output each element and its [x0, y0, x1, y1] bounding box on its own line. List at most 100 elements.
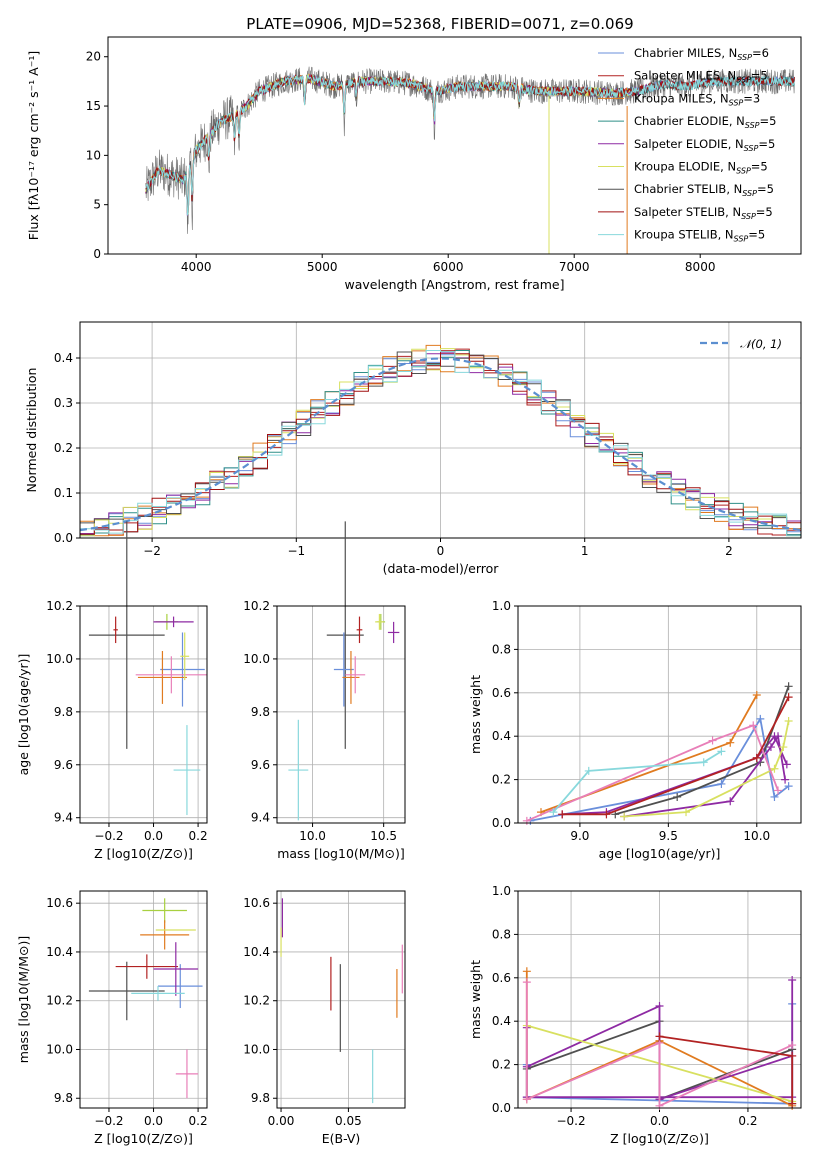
weight-marker — [770, 792, 779, 801]
y-tick-label: 10.2 — [46, 599, 73, 613]
weight-marker — [781, 775, 790, 784]
y-tick-label: 0.4 — [492, 729, 511, 743]
x-axis-label: Z [log10(Z/Z⊙)] — [94, 1131, 193, 1146]
x-tick-label: 2 — [725, 544, 733, 558]
axes-frame — [517, 605, 802, 824]
weight-line-9 — [552, 750, 722, 813]
y-tick-label: 0.4 — [54, 351, 73, 365]
mass-vs-ebv-panel: 0.00 0.05 9.8 10.0 10.2 10.4 10.6 E(B-V) — [243, 890, 406, 1146]
x-tick-label: 10.0 — [743, 829, 770, 843]
x-tick-label: 10.0 — [299, 829, 326, 843]
x-axis-label: Z [log10(Z/Z⊙)] — [610, 1131, 709, 1146]
legend-entry: Chabrier MILES, NSSP=6 — [634, 46, 769, 62]
y-tick-label: 10.0 — [243, 652, 270, 666]
y-tick-label: 0.2 — [492, 1058, 511, 1072]
y-tick-label: 1.0 — [492, 884, 511, 898]
y-tick-label: 9.8 — [54, 1091, 73, 1105]
x-tick-label: 0.0 — [144, 1114, 163, 1128]
axes-frame — [79, 321, 802, 539]
y-tick-label: 9.8 — [251, 1091, 270, 1105]
x-tick-label: 0.2 — [189, 1114, 208, 1128]
plot-area — [80, 891, 207, 1108]
x-tick-label: −0.2 — [556, 1114, 585, 1128]
plot-area — [108, 37, 801, 254]
weight-marker — [774, 786, 783, 795]
x-tick-label: 5000 — [307, 260, 338, 274]
plot-area — [277, 891, 405, 1108]
plot-area — [518, 606, 801, 823]
axes-frame — [276, 605, 406, 824]
model-spectrum-1 — [145, 74, 795, 216]
y-tick-label: 0.0 — [492, 1101, 511, 1115]
legend-entry: Kroupa MILES, NSSP=3 — [634, 91, 760, 107]
weight-marker — [673, 792, 682, 801]
y-axis-label: Flux [fλ10⁻¹⁷ erg cm⁻² s⁻¹ A⁻¹] — [26, 51, 41, 240]
weight-marker — [708, 736, 717, 745]
weight-marker — [655, 1032, 664, 1041]
weight-marker — [717, 747, 726, 756]
legend-entry: Salpeter STELIB, NSSP=5 — [634, 205, 773, 221]
weight-marker — [770, 764, 779, 773]
age-vs-mass-panel: 10.0 10.5 9.4 9.6 9.8 10.0 10.2 mass [log10(M/M… — [243, 521, 406, 861]
x-axis-label: age [log10(age/yr)] — [599, 846, 721, 861]
age-vs-metallicity-panel: −0.2 0.0 0.2 9.4 9.6 9.8 10.0 10.2 Z [log10(Z/Z⊙… — [16, 521, 208, 861]
y-tick-label: 10.4 — [46, 945, 73, 959]
weight-marker — [699, 758, 708, 767]
y-tick-label: 0.0 — [492, 816, 511, 830]
weight-marker — [726, 738, 735, 747]
x-tick-label: 9.5 — [659, 829, 678, 843]
axes-frame — [79, 605, 208, 824]
weight-marker — [779, 743, 788, 752]
weight-marker — [784, 693, 793, 702]
normal-curve — [79, 357, 802, 532]
x-tick-label: 6000 — [433, 260, 464, 274]
weight-marker — [602, 810, 611, 819]
y-tick-label: 0.8 — [492, 642, 511, 656]
legend-entry: Salpeter ELODIE, NSSP=5 — [634, 137, 775, 153]
y-tick-label: 10.6 — [243, 896, 270, 910]
y-tick-label: 10.0 — [46, 1042, 73, 1056]
weight-marker — [717, 779, 726, 788]
axes-frame — [79, 890, 208, 1109]
weight-marker — [774, 732, 783, 741]
x-tick-label: 0.05 — [335, 1114, 362, 1128]
x-axis-label: wavelength [Angstrom, rest frame] — [344, 277, 564, 292]
y-tick-label: 0.6 — [492, 686, 511, 700]
x-axis-label: mass [log10(M/M⊙)] — [277, 846, 405, 861]
y-tick-label: 9.8 — [251, 705, 270, 719]
y-tick-label: 15 — [86, 99, 101, 113]
y-tick-label: 10.2 — [46, 994, 73, 1008]
weight-marker — [522, 967, 531, 976]
y-tick-label: 0.2 — [492, 773, 511, 787]
y-axis-label: mass weight — [468, 675, 483, 754]
weight-vs-age-panel: 9.0 9.5 10.0 0.0 0.2 0.4 0.6 0.8 1.0 age [log10(a… — [468, 599, 802, 861]
weight-marker — [752, 690, 761, 699]
weight-marker — [655, 1002, 664, 1011]
axes-frame — [517, 890, 802, 1109]
legend-entry: 𝒩(0, 1) — [740, 337, 782, 351]
x-axis-label: Z [log10(Z/Z⊙)] — [94, 846, 193, 861]
weight-marker — [788, 975, 797, 984]
y-tick-label: 9.8 — [54, 705, 73, 719]
x-tick-label: 4000 — [181, 260, 212, 274]
x-tick-label: 0 — [437, 544, 445, 558]
y-tick-label: 0.6 — [492, 971, 511, 985]
y-tick-label: 0.4 — [492, 1014, 511, 1028]
weight-marker — [784, 682, 793, 691]
x-axis-label: (data-model)/error — [383, 561, 500, 576]
legend-entry: Salpeter MILES, NSSP=5 — [634, 69, 768, 85]
plot-area — [80, 606, 207, 823]
spectrum-panel: 4000 5000 6000 7000 8000 0 5 10 15 20 Chabrier MIL… — [26, 36, 802, 292]
y-axis-label: Normed distribution — [24, 368, 39, 493]
mass-vs-metallicity-panel: −0.2 0.0 0.2 9.8 10.0 10.2 10.4 10.6 Z [log10(Z/… — [16, 890, 208, 1146]
x-tick-label: −1 — [287, 544, 305, 558]
weight-marker — [782, 760, 791, 769]
y-tick-label: 10.0 — [46, 652, 73, 666]
weight-marker — [522, 1095, 531, 1104]
y-axis-label: mass [log10(M/M⊙)] — [16, 936, 31, 1064]
weight-marker — [749, 721, 758, 730]
legend-entry: Chabrier ELODIE, NSSP=5 — [634, 114, 776, 130]
y-tick-label: 9.6 — [54, 758, 73, 772]
y-tick-label: 9.4 — [251, 811, 270, 825]
x-tick-label: 0.2 — [189, 829, 208, 843]
